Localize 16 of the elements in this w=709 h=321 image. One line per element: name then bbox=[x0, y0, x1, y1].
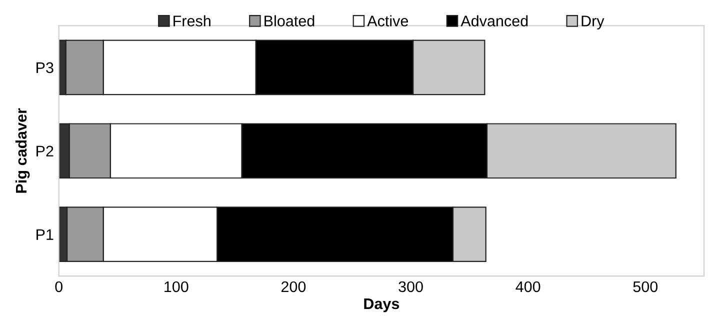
x-tick-label: 200 bbox=[281, 281, 306, 292]
y-tick-label: P2 bbox=[36, 146, 54, 156]
legend-label: Dry bbox=[582, 16, 604, 30]
x-tick-label: 400 bbox=[516, 281, 540, 292]
x-tick-label: 500 bbox=[633, 281, 658, 292]
y-tick-label: P3 bbox=[36, 62, 54, 74]
legend-label: Bloated bbox=[264, 15, 314, 26]
x-axis-title: Days bbox=[364, 298, 400, 312]
x-tick-label: 0 bbox=[55, 281, 62, 292]
legend-label: Advanced bbox=[460, 15, 528, 26]
y-tick-label: P1 bbox=[36, 229, 54, 240]
y-axis-title: Pig cadaver bbox=[15, 108, 30, 193]
x-tick-label: 100 bbox=[164, 281, 188, 292]
legend-label: Active bbox=[367, 15, 408, 26]
x-tick-label: 300 bbox=[398, 281, 423, 292]
legend-label: Fresh bbox=[174, 15, 210, 26]
